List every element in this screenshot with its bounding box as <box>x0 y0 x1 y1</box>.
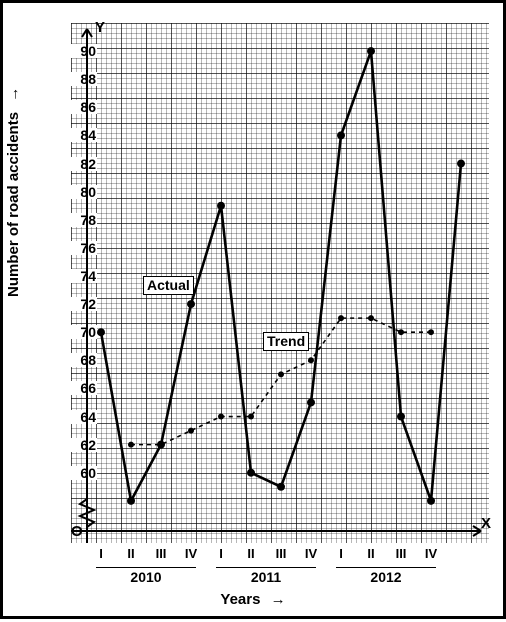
chart-frame: Number of road accidents → Y X O 6062646… <box>0 0 506 619</box>
series-annotation: Trend <box>263 332 309 351</box>
series-annotation: Actual <box>143 276 194 295</box>
chart-svg <box>3 3 506 622</box>
